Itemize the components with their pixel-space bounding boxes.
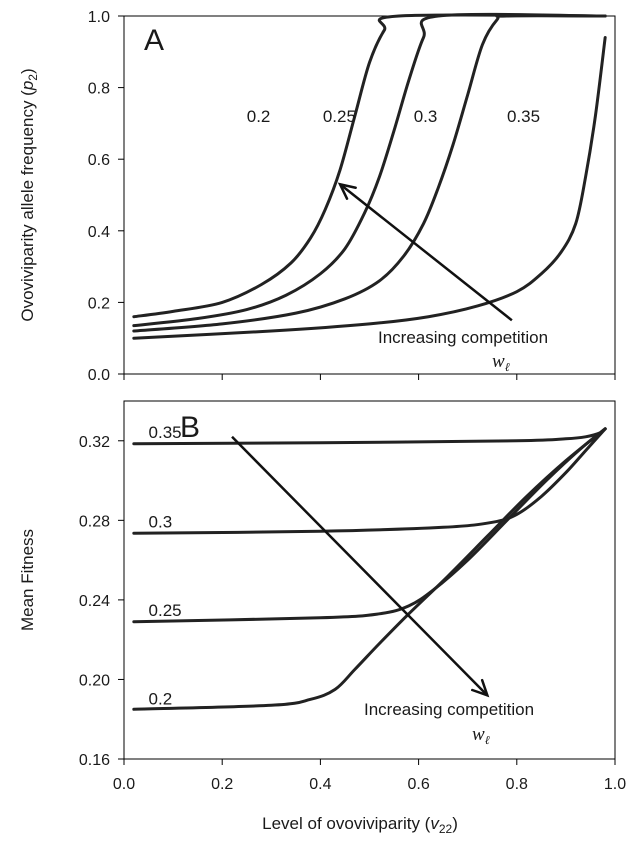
x-tick-label: 0.2 [211, 776, 233, 793]
y-tick-label: 0.2 [88, 295, 110, 312]
panel-b-annotation-symbol: wℓ [472, 724, 490, 747]
series-line-0.2 [132, 427, 607, 711]
arrow-head [337, 182, 357, 200]
curve-label: 0.35 [507, 107, 540, 126]
y-tick-label: 0.20 [79, 672, 110, 689]
panel-a-y-label: Ovoviviparity allele frequency (p2) [18, 68, 40, 321]
curve-label: 0.35 [149, 423, 182, 442]
arrow-shaft [231, 435, 489, 697]
series-line-0.25 [132, 427, 607, 624]
panel-a-arrow [337, 182, 513, 322]
arrow-shaft [339, 183, 513, 322]
panel-b-series [132, 427, 607, 711]
arrow-head [471, 678, 490, 698]
panel-a-series [132, 12, 607, 340]
panel-b-frame [123, 400, 616, 760]
y-tick-label: 0.6 [88, 152, 110, 169]
panel-a-annotation-line1: Increasing competition [378, 328, 548, 347]
x-tick-label: 0.6 [407, 776, 429, 793]
panel-b-x-axis: 0.0 0.2 0.4 0.6 0.8 1.0 [113, 759, 626, 793]
y-tick-label: 0.4 [88, 224, 110, 241]
panel-b-curve-labels: 0.35 0.3 0.25 0.2 [149, 423, 182, 709]
series-line-0.3 [132, 14, 607, 333]
curve-label: 0.25 [149, 601, 182, 620]
panel-b-y-label: Mean Fitness [18, 529, 37, 631]
series-line-0.35 [132, 427, 607, 446]
y-tick-label: 0.0 [88, 367, 110, 384]
series-line-0.35 [132, 35, 607, 340]
panel-b: 0.160.200.240.280.32 0.0 0.2 0.4 0.6 0.8 1.0 … [18, 400, 626, 836]
y-tick-label: 1.0 [88, 9, 110, 26]
panel-b-y-axis: 0.16 0.20 0.24 0.28 0.32 [79, 434, 124, 769]
x-tick-label: 1.0 [604, 776, 626, 793]
y-tick-label: 0.16 [79, 752, 110, 769]
series-line-0.25 [132, 12, 607, 328]
curve-label: 0.2 [149, 689, 173, 708]
panel-b-annotation-line1: Increasing competition [364, 700, 534, 719]
panel-a-x-ticks [123, 374, 616, 380]
x-tick-label: 0.4 [309, 776, 331, 793]
panel-a: 0.0 0.2 0.4 0.6 0.8 1.0 0.2 0.25 0.3 0.35 A Incr… [18, 9, 616, 384]
curve-label: 0.3 [414, 107, 438, 126]
panel-a-curve-labels: 0.2 0.25 0.3 0.35 [247, 107, 540, 126]
y-tick-label: 0.8 [88, 81, 110, 98]
panel-a-annotation-symbol: wℓ [492, 351, 510, 374]
curve-label: 0.3 [149, 512, 173, 531]
y-tick-label: 0.24 [79, 593, 110, 610]
panel-a-frame [123, 15, 616, 375]
x-tick-label: 0.8 [506, 776, 528, 793]
panel-b-arrow [231, 435, 490, 698]
curve-label: 0.25 [323, 107, 356, 126]
panel-a-y-axis: 0.0 0.2 0.4 0.6 0.8 1.0 [88, 9, 124, 384]
panel-b-letter: B [180, 411, 200, 444]
series-line-0.2 [132, 13, 607, 319]
panel-a-letter: A [144, 24, 164, 57]
y-tick-label: 0.32 [79, 434, 110, 451]
x-tick-label: 0.0 [113, 776, 135, 793]
panel-b-x-label: Level of ovoviviparity (v22) [262, 814, 458, 836]
y-tick-label: 0.28 [79, 513, 110, 530]
curve-label: 0.2 [247, 107, 271, 126]
